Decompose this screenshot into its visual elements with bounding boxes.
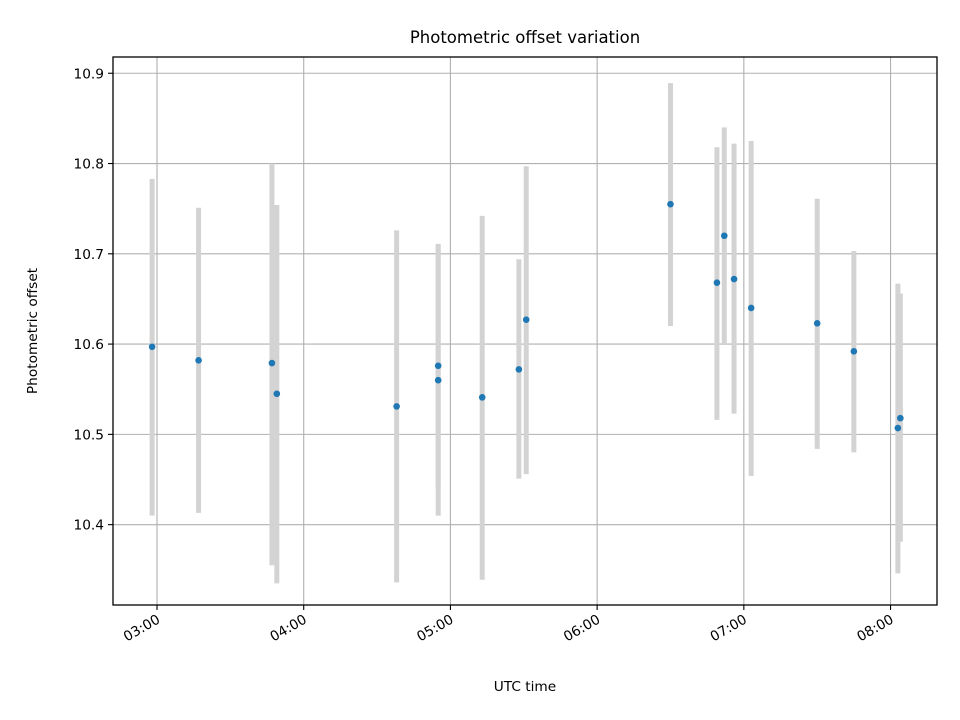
- y-tick-label: 10.8: [74, 157, 104, 173]
- chart-title: Photometric offset variation: [410, 28, 640, 47]
- data-point: [897, 414, 904, 422]
- y-tick-label: 10.9: [74, 66, 104, 82]
- y-tick-label: 10.6: [74, 337, 104, 353]
- data-point: [667, 200, 674, 208]
- y-tick-label: 10.5: [74, 427, 104, 443]
- data-point: [522, 316, 530, 324]
- data-point: [148, 343, 156, 351]
- data-point: [478, 394, 486, 401]
- data-point: [515, 366, 523, 373]
- data-point: [894, 424, 902, 432]
- data-point: [747, 304, 755, 312]
- data-point: [850, 348, 858, 355]
- data-point: [434, 362, 442, 370]
- data-point: [273, 390, 281, 398]
- data-point: [195, 357, 202, 364]
- data-point: [268, 359, 276, 367]
- data-point: [720, 232, 728, 240]
- x-axis-label: UTC time: [494, 679, 556, 695]
- data-point: [434, 376, 442, 384]
- data-point: [713, 279, 721, 287]
- data-point: [813, 320, 821, 327]
- y-axis-label: Photometric offset: [25, 267, 41, 394]
- plot-frame: [112, 56, 938, 606]
- data-points: [148, 200, 904, 432]
- data-point: [393, 403, 400, 410]
- y-axis-ticks: 10.4 10.5 10.6 10.7 10.8 10.9: [74, 66, 113, 534]
- data-point: [730, 275, 738, 283]
- y-tick-label: 10.4: [74, 518, 104, 534]
- y-tick-label: 10.7: [74, 247, 104, 263]
